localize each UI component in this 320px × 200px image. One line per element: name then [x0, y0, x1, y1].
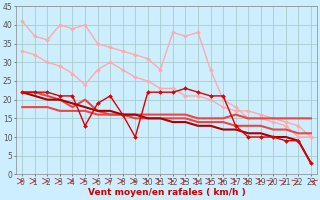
X-axis label: Vent moyen/en rafales ( km/h ): Vent moyen/en rafales ( km/h ) [88, 188, 245, 197]
